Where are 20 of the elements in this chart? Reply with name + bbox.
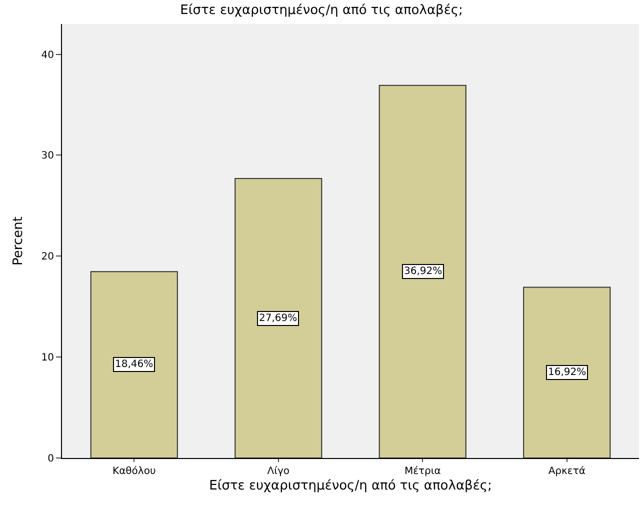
bar <box>523 286 611 458</box>
x-tick-label: Καθόλου <box>112 466 156 477</box>
y-axis-title: Percent <box>11 216 26 266</box>
x-tick-label: Μέτρια <box>404 466 442 477</box>
data-label: 18,46% <box>115 359 154 370</box>
y-tick-label: 20 <box>41 252 54 263</box>
chart-title: Είστε ευχαριστημένος/η από τις απολαβές; <box>180 3 463 18</box>
data-label: 36,92% <box>404 266 442 277</box>
bar <box>378 84 466 458</box>
y-tick-label: 0 <box>48 454 54 464</box>
bar <box>90 271 178 458</box>
y-tick-label: 40 <box>41 50 54 61</box>
y-tick-label: 30 <box>41 150 54 162</box>
x-axis-title: Είστε ευχαριστημένος/η από τις απολαβές; <box>209 478 492 494</box>
x-tick-label: Αρκετά <box>548 466 586 477</box>
bar <box>234 178 322 458</box>
x-tick-label: Λίγο <box>267 466 290 477</box>
data-label: 27,69% <box>259 313 298 324</box>
data-label: 16,92% <box>548 367 586 378</box>
y-tick-label: 10 <box>41 352 54 364</box>
